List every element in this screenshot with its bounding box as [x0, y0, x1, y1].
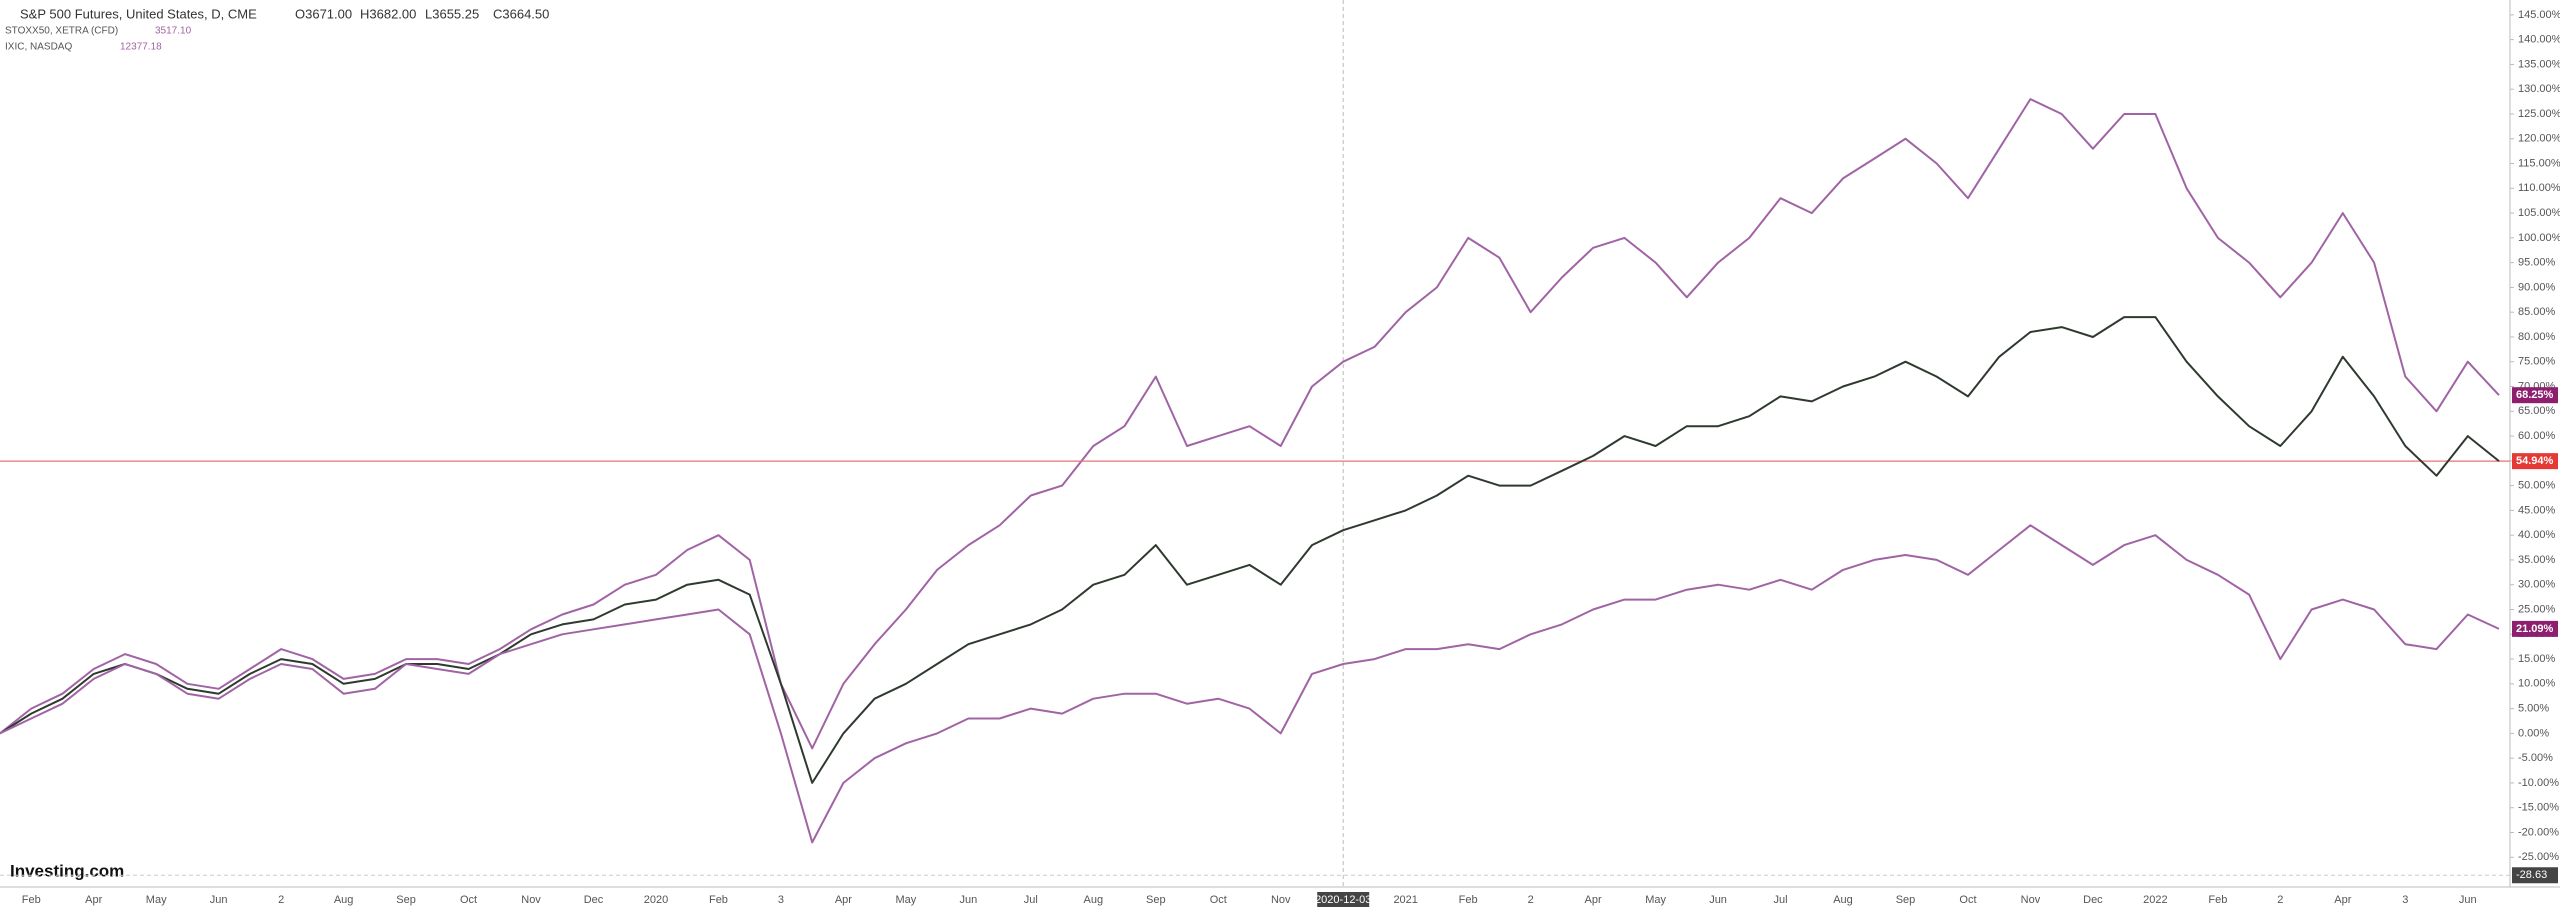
y-tick-label: 75.00%	[2518, 356, 2556, 368]
y-tick-label: 15.00%	[2518, 653, 2556, 665]
x-tick-label: Apr	[835, 894, 852, 906]
y-tick-label: 145.00%	[2518, 9, 2560, 21]
x-tick-label: 2	[1528, 894, 1534, 906]
series-line	[0, 316, 2500, 784]
y-tick-label: 85.00%	[2518, 306, 2556, 318]
y-tick-label: 5.00%	[2518, 703, 2549, 715]
x-tick-label: Jun	[959, 894, 977, 906]
y-tick-label: 50.00%	[2518, 480, 2556, 492]
value-badge	[2512, 387, 2558, 404]
y-tick-label: 135.00%	[2518, 58, 2560, 70]
y-tick-label: 115.00%	[2518, 157, 2560, 169]
x-tick-label: Oct	[1959, 894, 1976, 906]
x-tick-label: Nov	[1271, 894, 1291, 906]
header-open: O3671.00	[295, 6, 352, 21]
y-tick-label: 10.00%	[2518, 678, 2556, 690]
value-label: 68.25%	[2516, 389, 2554, 401]
x-tick-label: Jul	[1024, 894, 1038, 906]
y-tick-label: 100.00%	[2518, 232, 2560, 244]
x-tick-label: Feb	[22, 894, 41, 906]
x-tick-label: Oct	[460, 894, 477, 906]
value-badge	[2512, 620, 2558, 637]
x-tick-label: May	[146, 894, 167, 906]
study-value: 12377.18	[120, 42, 162, 53]
y-tick-label: -15.00%	[2518, 802, 2559, 814]
x-tick-label: 2022	[2143, 894, 2167, 906]
crosshair-x-badge	[1317, 892, 1370, 907]
x-tick-label: Dec	[584, 894, 604, 906]
series-line	[0, 98, 2500, 750]
x-tick-label: Apr	[85, 894, 102, 906]
y-tick-label: 125.00%	[2518, 108, 2560, 120]
x-tick-label: Jun	[1709, 894, 1727, 906]
header-high: H3682.00	[360, 6, 416, 21]
x-tick-label: Feb	[709, 894, 728, 906]
y-tick-label: 90.00%	[2518, 281, 2556, 293]
y-tick-label: 105.00%	[2518, 207, 2560, 219]
x-tick-label: 2	[278, 894, 284, 906]
x-tick-label: Apr	[2334, 894, 2351, 906]
x-tick-label: Sep	[1146, 894, 1166, 906]
y-tick-label: -5.00%	[2518, 752, 2553, 764]
x-tick-label: 2021	[1393, 894, 1417, 906]
crosshair-y-badge	[2512, 867, 2558, 884]
y-tick-label: 60.00%	[2518, 430, 2556, 442]
x-tick-label: Sep	[396, 894, 416, 906]
x-tick-label: 2020-12-03	[1315, 894, 1371, 906]
header-low: L3655.25	[425, 6, 479, 21]
value-badge	[2512, 453, 2558, 470]
crosshair-y-label: -28.63	[2516, 869, 2547, 881]
x-tick-label: 2020	[644, 894, 668, 906]
y-tick-label: -25.00%	[2518, 851, 2559, 863]
y-tick-label: 95.00%	[2518, 257, 2556, 269]
x-tick-label: Nov	[2021, 894, 2041, 906]
y-tick-label: 40.00%	[2518, 529, 2556, 541]
x-tick-label: Jun	[210, 894, 228, 906]
x-tick-label: Jun	[2459, 894, 2477, 906]
y-tick-label: 0.00%	[2518, 727, 2549, 739]
x-tick-label: Feb	[1459, 894, 1478, 906]
x-tick-label: Sep	[1896, 894, 1916, 906]
x-tick-label: May	[1645, 894, 1666, 906]
x-tick-label: Jul	[1774, 894, 1788, 906]
y-tick-label: 65.00%	[2518, 405, 2556, 417]
x-tick-label: Dec	[2083, 894, 2103, 906]
study-name: STOXX50, XETRA (CFD)	[5, 26, 118, 37]
y-tick-label: 120.00%	[2518, 133, 2560, 145]
y-tick-label: 45.00%	[2518, 504, 2556, 516]
series-line	[0, 524, 2500, 844]
x-tick-label: Oct	[1210, 894, 1227, 906]
study-value: 3517.10	[155, 26, 192, 37]
y-tick-label: 130.00%	[2518, 83, 2560, 95]
study-name: IXIC, NASDAQ	[5, 42, 72, 53]
y-tick-label: 25.00%	[2518, 603, 2556, 615]
x-tick-label: 2	[2277, 894, 2283, 906]
y-tick-label: 35.00%	[2518, 554, 2556, 566]
header-title: S&P 500 Futures, United States, D, CME	[20, 6, 257, 21]
x-tick-label: Nov	[521, 894, 541, 906]
value-label: 21.09%	[2516, 623, 2554, 635]
y-tick-label: -10.00%	[2518, 777, 2559, 789]
x-tick-label: Apr	[1585, 894, 1602, 906]
x-tick-label: Aug	[1084, 894, 1104, 906]
x-tick-label: 3	[2402, 894, 2408, 906]
y-tick-label: 80.00%	[2518, 331, 2556, 343]
y-tick-label: 140.00%	[2518, 34, 2560, 46]
x-tick-label: Aug	[1833, 894, 1853, 906]
x-tick-label: Aug	[334, 894, 354, 906]
header-close: C3664.50	[493, 6, 549, 21]
value-label: 54.94%	[2516, 455, 2554, 467]
y-tick-label: 30.00%	[2518, 579, 2556, 591]
x-tick-label: Feb	[2208, 894, 2227, 906]
y-tick-label: 110.00%	[2518, 182, 2560, 194]
x-tick-label: 3	[778, 894, 784, 906]
y-tick-label: -20.00%	[2518, 826, 2559, 838]
logo: Investing.com	[10, 861, 124, 880]
x-tick-label: May	[895, 894, 916, 906]
